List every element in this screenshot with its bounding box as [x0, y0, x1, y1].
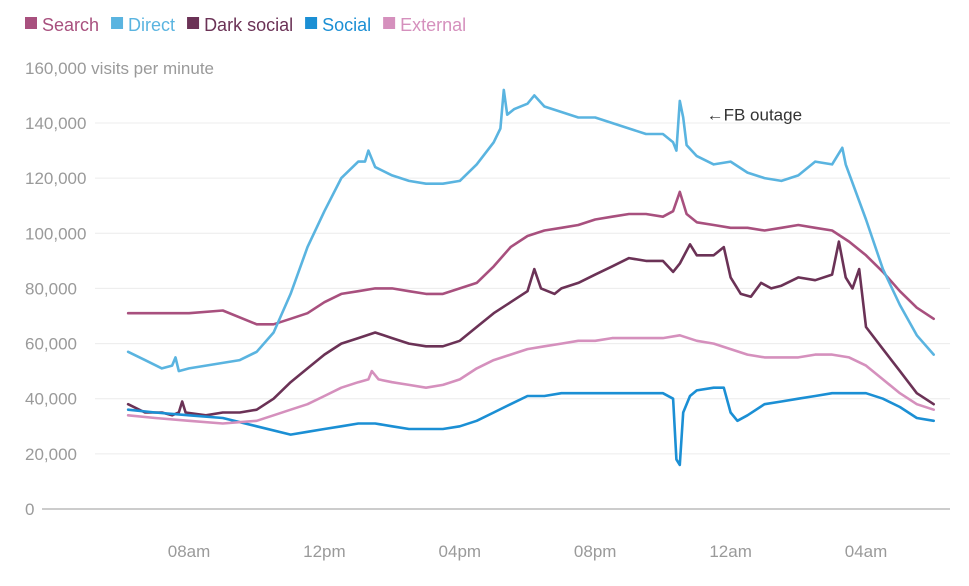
x-tick-label: 12am [709, 542, 752, 561]
legend-item-external[interactable]: External [383, 15, 466, 35]
series-line-direct [126, 88, 935, 373]
legend-label: Social [322, 15, 371, 35]
gridlines [42, 122, 950, 510]
x-axis: 08am 12pm 04pm 08pm 12am 04am [168, 542, 888, 561]
y-tick-label: 100,000 [25, 224, 86, 243]
series-line-external [126, 334, 935, 425]
legend-swatch [305, 17, 318, 29]
y-tick-label: 60,000 [25, 335, 77, 354]
legend-label: Direct [128, 15, 175, 35]
fb-outage-annotation: ←FB outage [707, 106, 802, 125]
series-line-search [126, 190, 935, 326]
y-axis: 160,000 visits per minute 0 20,000 40,000 6… [25, 59, 214, 519]
series-line-dark-social [126, 240, 935, 417]
y-tick-label: 20,000 [25, 445, 77, 464]
legend-item-dark-social[interactable]: Dark social [187, 15, 293, 35]
legend-swatch [25, 17, 37, 29]
x-tick-label: 12pm [303, 542, 346, 561]
y-tick-label: 40,000 [25, 390, 77, 409]
legend-label: Dark social [204, 15, 293, 35]
series-group [126, 88, 935, 467]
legend-item-direct[interactable]: Direct [111, 15, 175, 35]
y-axis-unit-label: 160,000 visits per minute [25, 59, 214, 78]
y-tick-label: 0 [25, 500, 34, 519]
legend-swatch [187, 17, 200, 29]
legend-item-search[interactable]: Search [25, 15, 99, 35]
x-tick-label: 04am [845, 542, 888, 561]
legend-item-social[interactable]: Social [305, 15, 371, 35]
legend-swatch [383, 17, 396, 29]
legend: Search Direct Dark social Social External [25, 15, 466, 35]
y-tick-label: 140,000 [25, 114, 86, 133]
legend-label: External [400, 15, 466, 35]
y-tick-label: 120,000 [25, 169, 86, 188]
annotations: ←FB outage [707, 106, 802, 125]
legend-swatch [111, 17, 124, 29]
x-tick-label: 08pm [574, 542, 617, 561]
x-tick-label: 08am [168, 542, 211, 561]
x-tick-label: 04pm [439, 542, 482, 561]
series-line-social [126, 386, 935, 467]
y-tick-label: 80,000 [25, 279, 77, 298]
legend-label: Search [42, 15, 99, 35]
